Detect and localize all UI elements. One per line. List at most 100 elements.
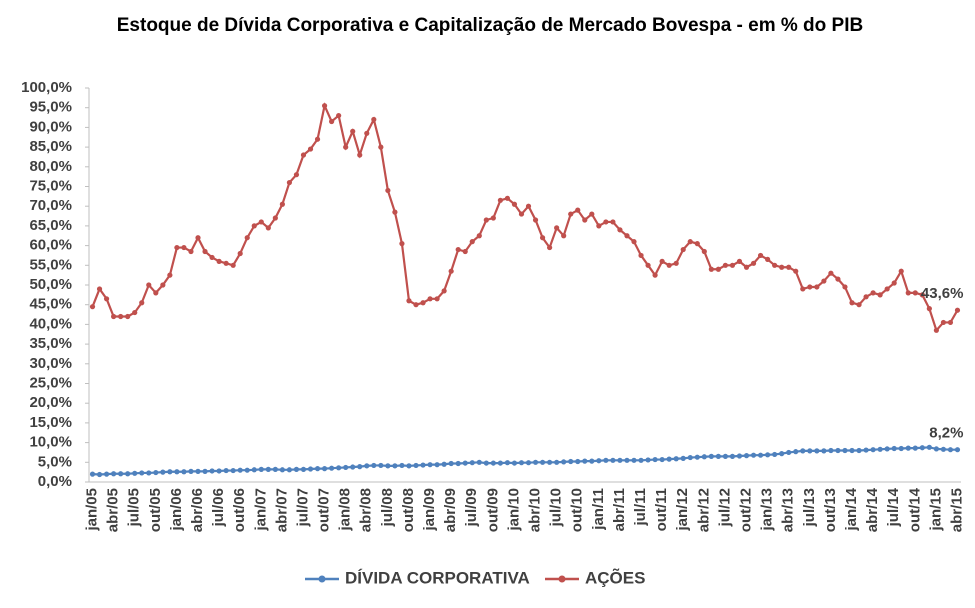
point: [399, 462, 405, 469]
point: [673, 456, 679, 462]
point: [89, 304, 96, 310]
x-tick-label: out/13: [822, 488, 839, 532]
point: [237, 467, 243, 473]
x-tick-label: abr/13: [780, 488, 797, 532]
point: [539, 235, 546, 241]
y-tick-label: 15,0%: [29, 414, 72, 431]
y-tick-label: 55,0%: [29, 256, 72, 273]
point: [659, 258, 665, 264]
y-tick-label: 5,0%: [38, 453, 72, 470]
point: [96, 286, 103, 292]
y-tick-label: 75,0%: [29, 177, 72, 194]
point: [146, 470, 152, 476]
point: [272, 215, 278, 221]
point: [258, 219, 264, 225]
point: [898, 445, 904, 452]
x-tick-label: jul/05: [126, 488, 143, 527]
x-tick-label: jan/07: [252, 488, 269, 532]
point: [202, 468, 208, 474]
point: [757, 252, 764, 259]
x-tick-label: abr/09: [442, 488, 459, 532]
x-tick-label: jul/14: [885, 487, 902, 527]
point: [772, 262, 778, 268]
point: [146, 282, 152, 288]
point: [385, 187, 391, 194]
point: [757, 452, 764, 458]
legend-label: AÇÕES: [585, 567, 645, 587]
x-tick-label: out/07: [316, 488, 333, 532]
point: [617, 457, 623, 463]
point: [385, 463, 391, 469]
point: [272, 466, 278, 472]
point: [919, 445, 925, 451]
point: [504, 460, 511, 466]
point: [708, 266, 714, 272]
point: [103, 296, 110, 302]
point: [300, 466, 307, 472]
point: [708, 453, 714, 459]
y-tick-label: 95,0%: [29, 99, 72, 116]
point: [525, 460, 532, 466]
point: [603, 457, 609, 463]
point: [659, 456, 665, 463]
point: [828, 447, 834, 454]
point: [230, 262, 236, 268]
point: [905, 445, 911, 451]
x-tick-label: jan/09: [421, 488, 438, 532]
point: [279, 467, 285, 473]
point: [638, 457, 644, 463]
legend-marker: [558, 575, 566, 583]
point: [750, 452, 757, 458]
point: [821, 278, 827, 284]
y-tick-label: 0,0%: [38, 473, 72, 490]
point: [202, 248, 208, 255]
point: [476, 459, 482, 465]
point: [715, 266, 721, 272]
point: [462, 460, 468, 466]
x-tick-label: jul/07: [294, 488, 311, 527]
point: [497, 460, 503, 466]
point: [863, 294, 869, 300]
point: [891, 445, 897, 452]
point: [153, 290, 159, 296]
point: [89, 471, 96, 477]
point: [321, 466, 328, 472]
point: [307, 466, 314, 472]
point: [483, 217, 489, 223]
point: [575, 207, 581, 213]
point: [188, 468, 194, 474]
point: [743, 264, 750, 270]
y-tick-label: 60,0%: [29, 237, 72, 254]
point: [645, 262, 651, 268]
point: [293, 172, 300, 178]
point: [701, 248, 707, 255]
x-tick-label: jan/13: [759, 488, 776, 532]
point: [181, 244, 187, 251]
point: [174, 244, 180, 251]
point: [842, 447, 848, 454]
point: [314, 466, 321, 472]
point: [765, 452, 771, 458]
point: [842, 284, 848, 290]
point: [357, 152, 363, 158]
y-tick-label: 65,0%: [29, 217, 72, 234]
point: [554, 459, 560, 465]
point: [455, 246, 461, 253]
point: [729, 453, 736, 459]
x-tick-label: abr/06: [189, 488, 206, 532]
point: [286, 467, 293, 473]
point: [849, 447, 855, 454]
point: [343, 144, 349, 150]
point: [638, 252, 644, 259]
y-tick-label: 100,0%: [21, 79, 72, 96]
x-tick-label: jul/09: [463, 488, 480, 527]
y-tick-label: 25,0%: [29, 374, 72, 391]
point: [223, 260, 229, 266]
point: [364, 463, 370, 469]
point: [434, 462, 440, 468]
point: [469, 460, 475, 466]
point: [954, 307, 961, 313]
point: [568, 458, 574, 465]
x-tick-label: jan/06: [168, 488, 185, 532]
legend-label: DÍVIDA CORPORATIVA: [345, 568, 530, 587]
